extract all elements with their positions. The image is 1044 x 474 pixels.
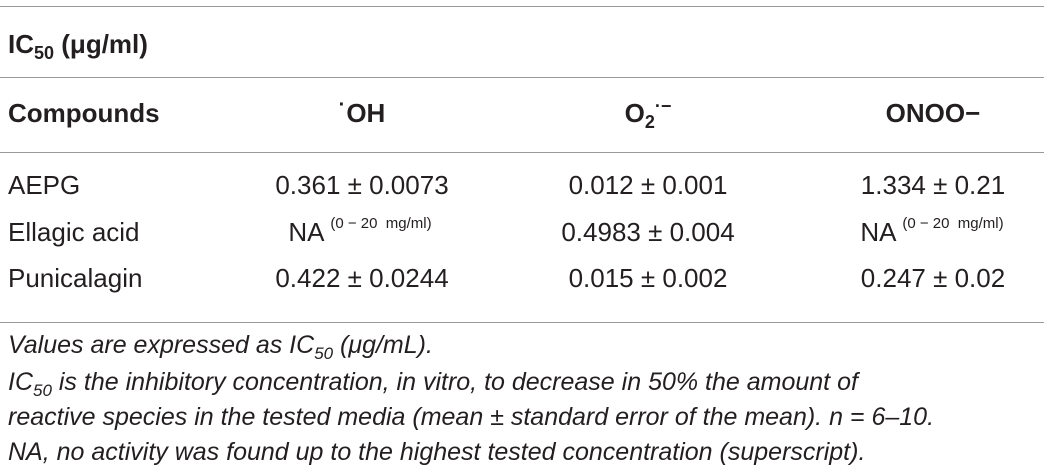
footnote-ic50-definition: IC50 is the inhibitory concentration, in… (8, 368, 858, 400)
header-rule (0, 152, 1044, 153)
row-3-compound: Punicalagin (8, 263, 143, 293)
table-caption: IC50 (μg/ml) (8, 29, 148, 63)
footnote-values-units: Values are expressed as IC50 (μg/mL). (8, 331, 433, 363)
header-compounds: Compounds (8, 98, 160, 128)
row-3-o2-value: 0.015 ± 0.002 (568, 263, 728, 293)
footnote-ic50-definition-cont: reactive species in the tested media (me… (8, 403, 935, 431)
row-1-onoo-value: 1.334 ± 0.21 (860, 170, 1006, 200)
row-3-onoo-value: 0.247 ± 0.02 (860, 263, 1006, 293)
header-superoxide: O2·− (624, 96, 672, 132)
row-2-o2-value: 0.4983 ± 0.004 (561, 217, 735, 247)
table-bottom-rule (0, 322, 1044, 323)
table-top-rule (0, 6, 1044, 7)
row-2-oh-value: NA (0 − 20 mg/ml) (288, 215, 432, 247)
row-1-oh-value: 0.361 ± 0.0073 (275, 170, 449, 200)
caption-rule (0, 77, 1044, 78)
row-1-o2-value: 0.012 ± 0.001 (568, 170, 728, 200)
row-3-oh-value: 0.422 ± 0.0244 (275, 263, 449, 293)
header-peroxynitrite: ONOO− (885, 98, 981, 128)
header-hydroxyl-radical: ·OH (338, 94, 386, 128)
row-2-compound: Ellagic acid (8, 217, 140, 247)
row-1-compound: AEPG (8, 170, 81, 200)
row-2-onoo-value: NA (0 − 20 mg/ml) (860, 215, 1004, 247)
footnote-na-definition: NA, no activity was found up to the high… (8, 438, 866, 466)
